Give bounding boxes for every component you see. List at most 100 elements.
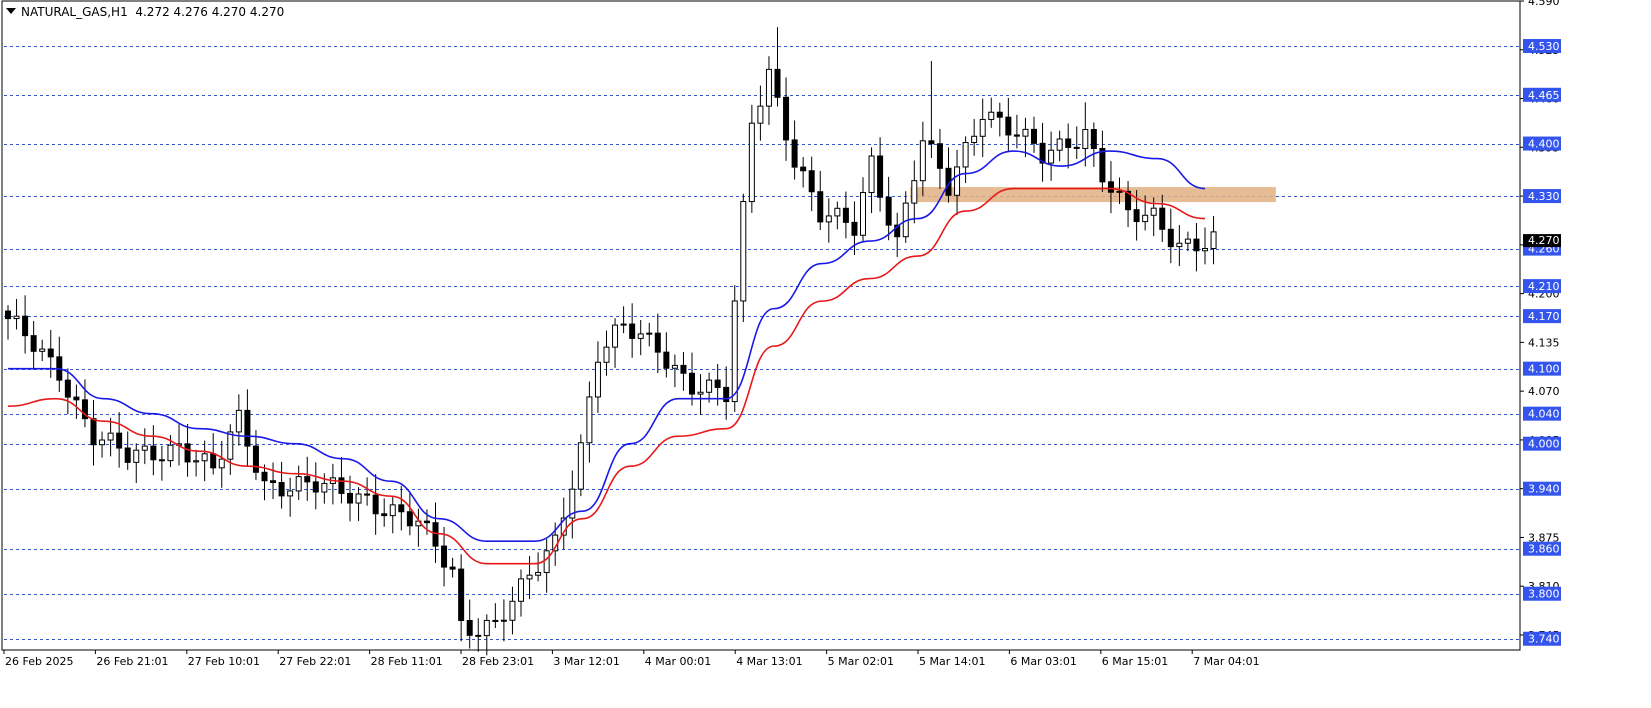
level-label-box	[1523, 406, 1561, 421]
candle	[73, 384, 80, 419]
candle	[860, 177, 866, 243]
candle	[697, 374, 704, 416]
candle-body	[774, 68, 781, 98]
candle-body	[252, 445, 259, 473]
candle-body	[954, 166, 961, 196]
candle	[133, 443, 140, 483]
candle-body	[347, 492, 353, 504]
candle	[56, 336, 63, 393]
candle-body	[996, 111, 1003, 118]
level-label: 4.170	[1528, 310, 1560, 323]
candle-body	[406, 511, 413, 527]
candle-body	[689, 372, 695, 395]
candle	[842, 191, 849, 239]
axis-labels: 4.5904.5254.4604.3954.3304.2654.2004.135…	[5, 0, 1561, 668]
candle	[577, 434, 584, 497]
candle	[466, 599, 473, 649]
candle	[449, 557, 456, 578]
candle	[1184, 231, 1191, 252]
x-tick-label: 5 Mar 02:01	[828, 655, 894, 668]
candle	[500, 599, 507, 642]
slow-ma-line	[7, 187, 1206, 565]
candle-body	[877, 155, 884, 198]
candle-body	[988, 111, 995, 120]
candle	[90, 399, 97, 466]
candle	[39, 339, 46, 362]
candle-body	[355, 493, 362, 504]
candle	[526, 556, 533, 600]
candle	[868, 147, 875, 214]
level-label-box	[1523, 189, 1561, 204]
candle	[1099, 130, 1106, 192]
candle-body	[791, 139, 798, 168]
level-label: 4.530	[1528, 40, 1560, 53]
candle	[389, 496, 396, 534]
candle	[774, 27, 781, 107]
candle	[979, 98, 986, 158]
axes	[1, 0, 1524, 654]
candle	[1159, 194, 1166, 242]
x-tick-label: 27 Feb 22:01	[279, 655, 351, 668]
candle	[962, 136, 969, 184]
candle-body	[235, 409, 242, 433]
candle-body	[1048, 149, 1055, 164]
candle-body	[167, 444, 174, 462]
candle-body	[842, 207, 849, 223]
candle-body	[569, 488, 576, 519]
candle	[885, 176, 892, 241]
plot-border	[1, 0, 1521, 651]
candle	[1031, 116, 1037, 153]
candle-body	[757, 105, 764, 124]
candle-body	[808, 170, 815, 193]
candle-body	[612, 324, 619, 348]
candle	[364, 477, 371, 506]
candle	[227, 424, 234, 475]
candle-body	[800, 166, 807, 172]
candle	[928, 61, 935, 158]
level-label: 3.800	[1528, 588, 1560, 601]
candle-body	[979, 118, 986, 137]
candle	[706, 372, 713, 403]
candle-body	[1031, 128, 1037, 144]
candle-body	[218, 458, 225, 469]
collapse-triangle-icon[interactable]	[6, 8, 16, 14]
candle	[757, 85, 764, 141]
candle	[509, 586, 516, 635]
candle-body	[210, 453, 217, 469]
candle	[919, 121, 926, 196]
candle-body	[227, 431, 234, 460]
chart-grid	[4, 46, 1520, 640]
candle	[295, 465, 302, 500]
candle-body	[1099, 148, 1106, 183]
candle-body	[364, 493, 371, 496]
candle	[1202, 227, 1208, 265]
candle-body	[1125, 190, 1132, 211]
candle	[355, 487, 362, 522]
candle	[218, 440, 225, 488]
level-label-box	[1523, 136, 1561, 151]
level-label: 4.210	[1528, 280, 1560, 293]
candle-body	[312, 481, 319, 493]
candle	[911, 160, 918, 224]
candle-body	[389, 504, 396, 517]
level-label-box	[1523, 39, 1561, 54]
candle-body	[244, 409, 251, 447]
candle-body	[714, 379, 721, 388]
candle	[1013, 114, 1020, 149]
candle	[1073, 126, 1080, 160]
candle	[441, 526, 448, 587]
candle-body	[577, 442, 584, 490]
candle-body	[295, 476, 302, 492]
candle	[22, 295, 29, 354]
candle-body	[629, 323, 636, 339]
candle-body	[526, 574, 533, 580]
candle	[47, 329, 54, 378]
candle-body	[671, 364, 678, 369]
level-label: 4.040	[1528, 408, 1560, 421]
candle-body	[372, 494, 379, 515]
candle	[81, 379, 88, 428]
candle-body	[458, 568, 465, 622]
candle-body	[338, 477, 345, 494]
candle-body	[1056, 138, 1063, 151]
